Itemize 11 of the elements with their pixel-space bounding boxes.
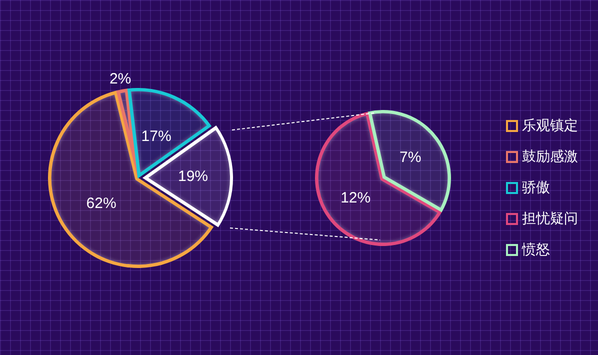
legend-label: 担忧疑问 [522,210,578,228]
legend-label: 愤怒 [522,240,550,258]
legend-label: 乐观镇定 [522,116,578,134]
data-label: 2% [109,70,132,88]
data-label: 12% [340,189,371,206]
legend-label: 鼓励感激 [522,148,578,166]
data-label: 62% [86,195,116,212]
legend-label: 骄傲 [522,178,550,196]
data-label: 7% [400,149,422,166]
data-label: 19% [178,168,208,185]
data-label: 17% [141,128,172,146]
